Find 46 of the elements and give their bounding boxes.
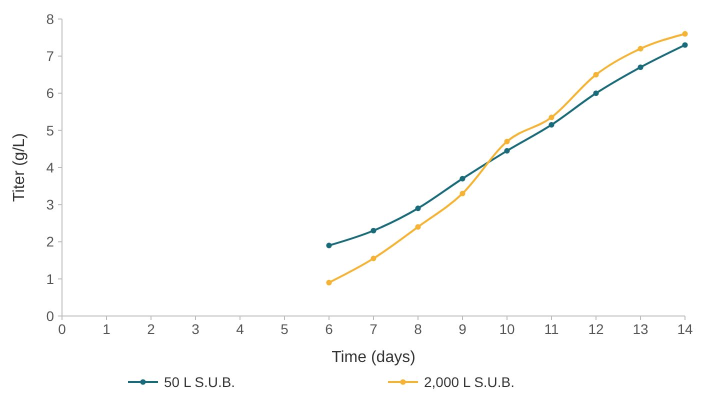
x-tick-label: 0 xyxy=(58,321,66,337)
point xyxy=(415,206,421,212)
x-tick-label: 10 xyxy=(499,321,515,337)
point xyxy=(326,280,332,286)
point xyxy=(460,190,466,196)
point xyxy=(593,72,599,78)
legend-label: 50 L S.U.B. xyxy=(164,374,236,390)
point xyxy=(504,148,510,154)
x-tick-label: 2 xyxy=(147,321,156,337)
point xyxy=(548,114,554,120)
y-tick-label: 5 xyxy=(46,122,54,138)
point xyxy=(370,256,376,262)
y-tick-label: 7 xyxy=(46,48,54,64)
x-tick-label: 1 xyxy=(102,321,111,337)
x-tick-label: 4 xyxy=(236,321,244,337)
point xyxy=(504,138,510,144)
x-tick-label: 3 xyxy=(192,321,200,337)
legend-label: 2,000 L S.U.B. xyxy=(424,374,515,390)
x-tick-label: 12 xyxy=(588,321,604,337)
x-tick-label: 6 xyxy=(325,321,334,337)
x-tick-label: 7 xyxy=(370,321,378,337)
x-tick-label: 8 xyxy=(414,321,422,337)
y-tick-label: 8 xyxy=(46,10,54,27)
y-tick-label: 2 xyxy=(46,234,54,250)
y-tick-label: 1 xyxy=(46,270,54,287)
point xyxy=(548,122,554,128)
point xyxy=(370,228,376,234)
y-tick-label: 6 xyxy=(46,85,54,102)
point xyxy=(460,176,466,182)
x-tick-label: 5 xyxy=(280,321,289,337)
point xyxy=(593,90,599,96)
point xyxy=(638,46,644,52)
x-axis-title: Time (days) xyxy=(332,349,416,366)
point xyxy=(638,64,644,70)
point xyxy=(682,42,688,48)
point xyxy=(326,242,332,248)
x-tick-label: 13 xyxy=(632,321,648,337)
x-tick-label: 11 xyxy=(544,321,559,337)
y-tick-label: 4 xyxy=(46,159,54,176)
x-tick-label: 14 xyxy=(677,321,693,337)
y-tick-label: 3 xyxy=(46,196,54,213)
y-axis-title: Titer (g/L) xyxy=(11,133,28,202)
x-tick-label: 9 xyxy=(458,321,467,337)
point xyxy=(415,224,421,230)
y-tick-label: 0 xyxy=(46,308,54,324)
point xyxy=(682,31,688,37)
